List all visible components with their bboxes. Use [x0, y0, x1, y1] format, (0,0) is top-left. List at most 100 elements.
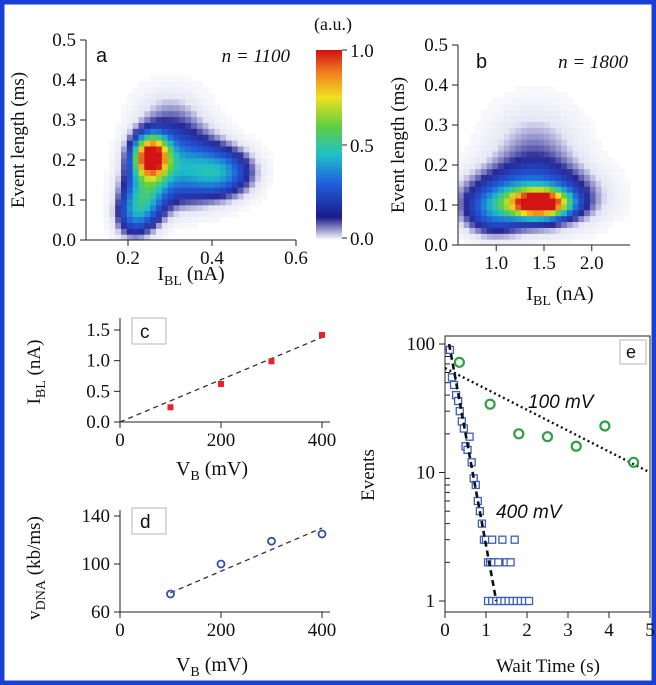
series-label-400mV: 400 mV [496, 502, 564, 523]
heatmap-a-cell [185, 204, 192, 212]
heatmap-b-cell [480, 233, 488, 240]
heatmap-a-cell [214, 204, 221, 212]
heatmap-a-cell [103, 222, 110, 229]
heatmap-b-cell [595, 215, 602, 223]
e-ytick: 1 [426, 591, 436, 612]
heatmap-b-cell [538, 186, 545, 193]
heatmap-a-cell [214, 192, 221, 200]
heatmap-a-cell [126, 98, 134, 106]
heatmap-b-cell [509, 221, 516, 228]
heatmap-a-cell [121, 140, 128, 147]
heatmap-b-cell [486, 215, 493, 223]
heatmap-a-cell [167, 163, 175, 171]
heatmap-a-cell [214, 210, 221, 218]
heatmap-b-cell [480, 145, 488, 152]
heatmap-b-cell [566, 115, 574, 123]
heatmap-a-cell [144, 175, 151, 182]
plot-e [444, 343, 651, 606]
heatmap-b-cell [521, 109, 528, 117]
heatmap-b-cell [544, 97, 551, 105]
heatmap-a-cell [191, 110, 198, 118]
heatmap-a-cell [161, 210, 169, 218]
heatmap-b-cell [475, 174, 482, 181]
b-ytick: 0.5 [424, 35, 448, 56]
data-point-c [167, 404, 174, 411]
heatmap-b-cell [578, 233, 585, 240]
heatmap-a-cell [237, 145, 245, 153]
heatmap-b-cell [492, 197, 499, 205]
data-point-c [319, 331, 325, 338]
c-xtick: 400 [308, 430, 337, 451]
data-point-400mV [498, 535, 507, 544]
heatmap-b-cell [486, 139, 493, 146]
heatmap-b-cell [532, 133, 539, 140]
heatmap-b-cell [458, 150, 465, 158]
heatmap-b-cell [521, 162, 528, 170]
e-ytick: 10 [416, 463, 435, 484]
heatmap-b-cell [486, 156, 493, 164]
heatmap-b-cell [532, 180, 539, 187]
heatmap-b-cell [589, 156, 597, 164]
heatmap-a-cell [214, 134, 221, 141]
heatmap-b-cell [572, 103, 579, 111]
heatmap-b-cell [549, 162, 557, 170]
heatmap-b-cell [555, 109, 562, 117]
heatmap-a-cell [103, 210, 110, 218]
heatmap-b-cell [509, 180, 516, 187]
heatmap-b-cell [532, 209, 539, 217]
heatmap-a-cell [144, 210, 151, 218]
heatmap-a-cell [167, 75, 175, 82]
heatmap-a-cell [161, 134, 169, 141]
heatmap-b-cell [475, 203, 482, 211]
heatmap-b-cell [521, 203, 528, 211]
heatmap-a-cell [132, 163, 140, 171]
heatmap-b-cell [486, 174, 493, 181]
heatmap-a-cell [173, 198, 180, 206]
heatmap-a-cell [243, 187, 250, 194]
heatmap-b-cell [544, 156, 551, 164]
heatmap-a-cell [161, 128, 169, 135]
heatmap-b-cell [595, 162, 602, 170]
heatmap-a-cell [121, 181, 128, 188]
heatmap-b-cell [492, 150, 499, 158]
heatmap-a-cell [185, 98, 192, 106]
heatmap-b-cell [509, 109, 516, 117]
heatmap-b-cell [503, 233, 511, 240]
heatmap-a-cell [191, 163, 198, 171]
heatmap-b-cell [578, 197, 585, 205]
heatmap-b-cell [509, 215, 516, 223]
heatmap-b-cell [486, 127, 493, 134]
heatmap-b-cell [526, 215, 534, 223]
heatmap-b-cell [572, 121, 579, 128]
panel-d: 0 200 400 60 100 140 d VB (mV) vDNA (kb/ms) [24, 506, 336, 680]
heatmap-b-cell [601, 197, 608, 205]
heatmap-a-cell [191, 145, 198, 153]
heatmap-a-cell [167, 104, 175, 112]
heatmap-b-cell [578, 174, 585, 181]
heatmap-b-cell [624, 186, 631, 193]
heatmap-b-cell [589, 203, 597, 211]
heatmap-a-cell [138, 175, 145, 182]
heatmap-a-cell [144, 145, 151, 153]
heatmap-b-cell [480, 150, 488, 158]
heatmap-a-cell [226, 169, 233, 176]
heatmap-a-cell [196, 110, 204, 118]
heatmap-b-cell [544, 168, 551, 176]
heatmap-a-cell [237, 134, 245, 141]
heatmap-a-cell [167, 116, 175, 123]
heatmap-a-cell [220, 204, 227, 212]
heatmap-a-cell [138, 222, 145, 229]
heatmap-b-cell [509, 127, 516, 134]
heatmap-b-cell [566, 239, 574, 246]
heatmap-b-cell [532, 221, 539, 228]
heatmap-a-cell [237, 175, 245, 182]
heatmap-b-cell [521, 197, 528, 205]
heatmap-a-cell [266, 151, 274, 159]
heatmap-b-cell [549, 92, 557, 99]
heatmap-a-cell [214, 187, 221, 194]
heatmap-a-cell [121, 210, 128, 218]
heatmap-b-cell [561, 174, 568, 181]
fit-line-400mV [447, 343, 498, 602]
heatmap-b-cell [458, 192, 465, 199]
heatmap-b-cell [526, 103, 534, 111]
